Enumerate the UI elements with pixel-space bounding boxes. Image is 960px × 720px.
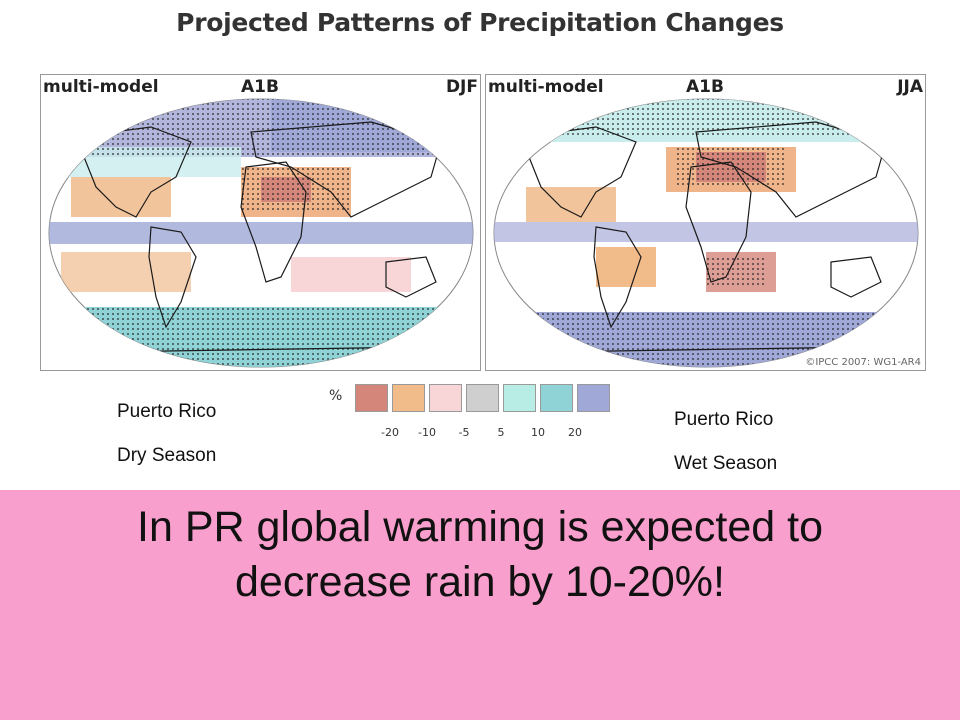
wet-season-label: Puerto Rico Wet Season — [674, 398, 777, 486]
dry-season-place: Puerto Rico — [117, 401, 217, 422]
legend-tick: 5 — [497, 426, 505, 439]
legend-swatch — [540, 384, 573, 412]
message-line-2: decrease rain by 10-20%! — [234, 558, 725, 606]
message-line-1: In PR global warming is expected to — [137, 503, 823, 551]
dry-season-label: Puerto Rico Dry Season — [117, 390, 216, 478]
legend-swatch — [466, 384, 499, 412]
legend-swatch — [503, 384, 536, 412]
legend-tick: -10 — [418, 426, 436, 439]
map-panel-jja: multi-model A1B JJA — [485, 74, 926, 371]
wet-season-place: Puerto Rico — [674, 409, 774, 430]
map-model-label: multi-model — [43, 77, 159, 97]
map-model-label: multi-model — [488, 77, 604, 97]
legend-tick: -20 — [381, 426, 399, 439]
map-season-label: DJF — [445, 77, 478, 97]
precipitation-map-jja — [493, 98, 919, 368]
message-banner — [0, 490, 960, 720]
legend-tick: 10 — [531, 426, 545, 439]
color-legend: % -20 -10 -5 5 10 20 — [325, 384, 625, 444]
legend-swatch — [577, 384, 610, 412]
legend-swatch — [355, 384, 388, 412]
copyright-credit: ©IPCC 2007: WG1-AR4 — [805, 357, 921, 368]
map-scenario-label: A1B — [241, 77, 279, 97]
wet-season-text: Wet Season — [674, 453, 778, 474]
legend-swatch — [429, 384, 462, 412]
legend-unit: % — [329, 388, 343, 404]
legend-swatch — [392, 384, 425, 412]
page-title: Projected Patterns of Precipitation Chan… — [176, 8, 784, 37]
legend-tick: -5 — [458, 426, 470, 439]
map-scenario-label: A1B — [686, 77, 724, 97]
legend-tick: 20 — [568, 426, 582, 439]
map-panel-djf: multi-model A1B DJF — [40, 74, 481, 371]
precipitation-map-djf — [48, 98, 474, 368]
dry-season-text: Dry Season — [117, 445, 217, 466]
main-message: In PR global warming is expected to decr… — [20, 500, 940, 610]
map-season-label: JJA — [897, 77, 923, 97]
